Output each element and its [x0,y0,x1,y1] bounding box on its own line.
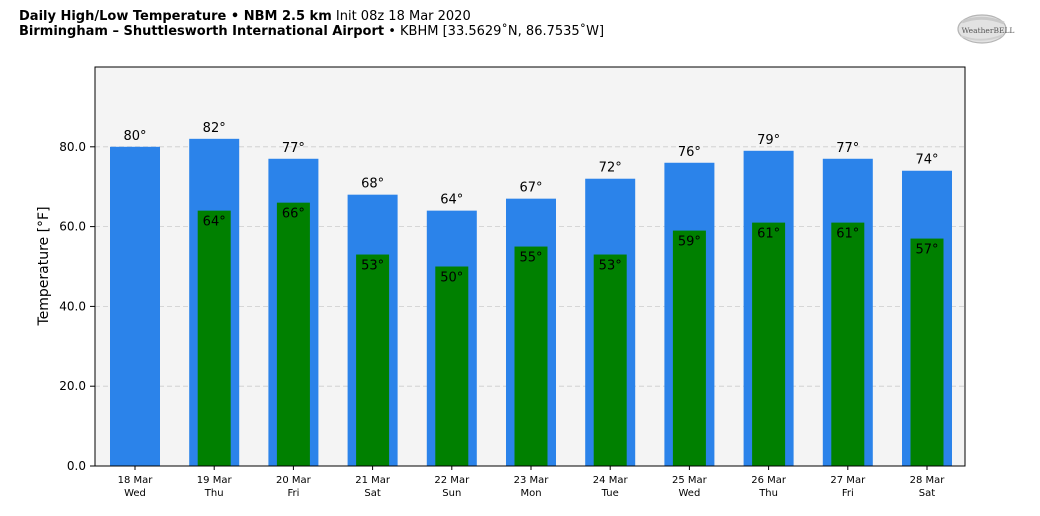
low-temp-label: 53° [599,259,622,274]
x-tick-label-date: 23 Mar [514,475,550,486]
x-tick-label-date: 28 Mar [910,475,946,486]
low-temp-bar [356,254,390,466]
plot-frame [94,66,966,467]
location-coords: • KBHM [33.5629˚N, 86.7535˚W] [388,24,605,39]
y-tick-label: 0.0 [67,459,86,473]
low-temp-label: 57° [915,243,938,258]
low-temp-bar [831,222,865,466]
high-temp-bar [110,146,160,467]
location-line: Birmingham – Shuttlesworth International… [19,24,604,39]
high-temp-label: 79° [757,133,780,148]
low-temp-bar [514,246,548,466]
low-temp-bar [910,238,944,466]
title-line: Daily High/Low Temperature • NBM 2.5 km … [19,9,604,24]
x-tick-label-date: 27 Mar [830,475,866,486]
y-tick-label: 80.0 [59,140,86,154]
low-temp-bar [276,202,310,466]
x-tick-label-weekday: Wed [124,488,146,499]
x-tick-label-date: 21 Mar [355,475,391,486]
x-tick-label-weekday: Tue [601,488,619,499]
x-tick-label-weekday: Fri [842,488,854,499]
weatherbell-logo-icon: WeatherBELL [957,14,1015,44]
high-temp-label: 72° [599,161,622,176]
low-temp-label: 53° [361,259,384,274]
chart-title: Daily High/Low Temperature • NBM 2.5 km [19,9,332,24]
x-tick-label-weekday: Mon [520,488,541,499]
low-temp-label: 61° [757,227,780,242]
low-temp-bar [435,266,469,466]
bars: 80° 82° 64° 77° 66° 68° 53° 64° 50° 67° 55° 72° 53° 7… [110,121,952,467]
x-tick-label-date: 22 Mar [434,475,470,486]
x-tick-label-date: 20 Mar [276,475,312,486]
low-temp-label: 64° [203,215,226,230]
high-temp-label: 68° [361,177,384,192]
low-temp-label: 59° [678,235,701,250]
high-temp-label: 76° [678,145,701,160]
x-tick-label-date: 25 Mar [672,475,708,486]
y-tick-label: 40.0 [59,299,86,313]
x-tick-label-weekday: Sat [919,488,935,499]
low-temp-label: 61° [836,227,859,242]
low-temp-label: 66° [282,207,305,222]
location-name: Birmingham – Shuttlesworth International… [19,24,385,39]
x-tick-label-date: 24 Mar [593,475,629,486]
high-temp-label: 77° [836,141,859,156]
y-tick-label: 20.0 [59,379,86,393]
x-tick-label-weekday: Thu [204,488,224,499]
x-tick-label-date: 26 Mar [751,475,787,486]
high-temp-label: 77° [282,141,305,156]
high-temp-label: 67° [519,181,542,196]
x-tick-label-weekday: Sat [364,488,380,499]
y-axis: 0.0 20.0 40.0 60.0 80.0 [59,140,95,473]
x-tick-label-date: 18 Mar [118,475,154,486]
x-tick-label-weekday: Fri [287,488,299,499]
high-temp-label: 82° [203,121,226,136]
low-temp-label: 50° [440,271,463,286]
high-temp-label: 80° [123,129,146,144]
init-time: Init 08z 18 Mar 2020 [335,9,471,24]
x-tick-label-weekday: Sun [442,488,461,499]
high-temp-label: 74° [915,153,938,168]
x-tick-label-weekday: Thu [758,488,778,499]
high-temp-label: 64° [440,193,463,208]
low-temp-bar [672,230,706,466]
chart-header: Daily High/Low Temperature • NBM 2.5 km … [19,9,604,39]
low-temp-bar [197,210,231,466]
logo-text: WeatherBELL [962,26,1015,35]
low-temp-label: 55° [519,251,542,266]
x-tick-label-date: 19 Mar [197,475,233,486]
y-axis-title: Temperature [°F] [36,206,52,326]
low-temp-bar [593,254,627,466]
low-temp-bar [752,222,786,466]
x-axis: 18 Mar Wed 19 Mar Thu 20 Mar Fri 21 Mar Sat 22 M… [118,466,946,499]
y-tick-label: 60.0 [59,220,86,234]
x-tick-label-weekday: Wed [678,488,700,499]
